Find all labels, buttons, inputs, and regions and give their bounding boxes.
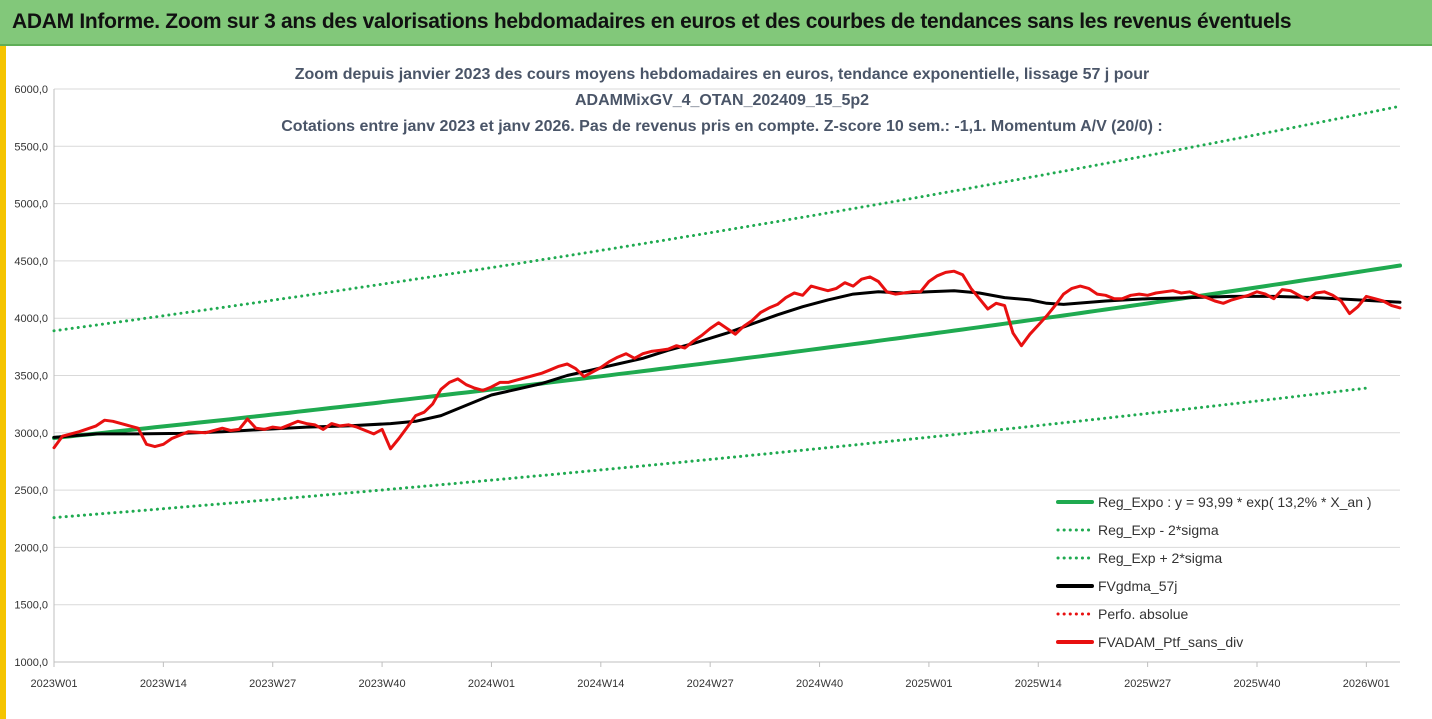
x-tick-label: 2024W01 (468, 678, 515, 690)
chart-area: Zoom depuis janvier 2023 des cours moyen… (6, 48, 1432, 719)
y-tick-label: 5500,0 (14, 141, 48, 153)
x-tick-label: 2025W14 (1015, 678, 1062, 690)
y-tick-label: 1000,0 (14, 657, 48, 669)
line-chart: Zoom depuis janvier 2023 des cours moyen… (14, 66, 1402, 690)
y-tick-label: 2000,0 (14, 542, 48, 554)
series-line-6 (52, 269, 1402, 451)
header-banner: ADAM Informe. Zoom sur 3 ans des valoris… (0, 0, 1432, 46)
legend-label: Perfo. absolue (1098, 606, 1188, 622)
y-tick-label: 2500,0 (14, 485, 48, 497)
legend-label: FVADAM_Ptf_sans_div (1098, 634, 1243, 650)
x-tick-label: 2024W40 (796, 678, 843, 690)
series (52, 104, 1402, 520)
chart-title-line-2: ADAMMixGV_4_OTAN_202409_15_5p2 (575, 92, 869, 109)
series-line-1 (52, 263, 1402, 440)
x-tick-label: 2024W27 (687, 678, 734, 690)
x-tick-label: 2023W40 (359, 678, 406, 690)
x-tick-label: 2026W01 (1343, 678, 1390, 690)
x-axis: 2023W01 2023W14 2023W27 2023W40 2024W01 2024W… (30, 662, 1390, 690)
y-tick-label: 3500,0 (14, 371, 48, 383)
legend-label: Reg_Exp - 2*sigma (1098, 522, 1219, 538)
x-tick-label: 2025W40 (1233, 678, 1280, 690)
x-tick-label: 2024W14 (577, 678, 624, 690)
gridlines (54, 88, 1400, 663)
banner-title: ADAM Informe. Zoom sur 3 ans des valoris… (12, 10, 1292, 33)
chart-title-line-3: Cotations entre janv 2023 et janv 2026. … (281, 118, 1163, 135)
series-line-2 (52, 386, 1368, 520)
x-tick-label: 2023W14 (140, 678, 187, 690)
x-tick-label: 2025W27 (1124, 678, 1171, 690)
chart-title-line-1: Zoom depuis janvier 2023 des cours moyen… (295, 66, 1150, 83)
x-tick-label: 2023W27 (249, 678, 296, 690)
y-tick-label: 1500,0 (14, 600, 48, 612)
accent-strip (0, 46, 6, 719)
x-tick-label: 2023W01 (30, 678, 77, 690)
legend-label: Reg_Expo : y = 93,99 * exp( 13,2% * X_an… (1098, 494, 1372, 510)
legend-label: Reg_Exp + 2*sigma (1098, 550, 1222, 566)
y-tick-label: 5000,0 (14, 199, 48, 211)
legend-label: FVgdma_57j (1098, 578, 1177, 594)
series-line-3 (52, 104, 1402, 333)
chart-title: Zoom depuis janvier 2023 des cours moyen… (281, 66, 1163, 135)
x-tick-label: 2025W01 (905, 678, 952, 690)
y-tick-label: 4000,0 (14, 313, 48, 325)
y-tick-label: 6000,0 (14, 84, 48, 96)
legend: Reg_Expo : y = 93,99 * exp( 13,2% * X_an… (1056, 494, 1372, 650)
y-tick-label: 3000,0 (14, 428, 48, 440)
y-axis: 1000,0 1500,0 2000,0 2500,0 3000,0 3500,0 4000… (14, 84, 1400, 669)
y-tick-label: 4500,0 (14, 256, 48, 268)
